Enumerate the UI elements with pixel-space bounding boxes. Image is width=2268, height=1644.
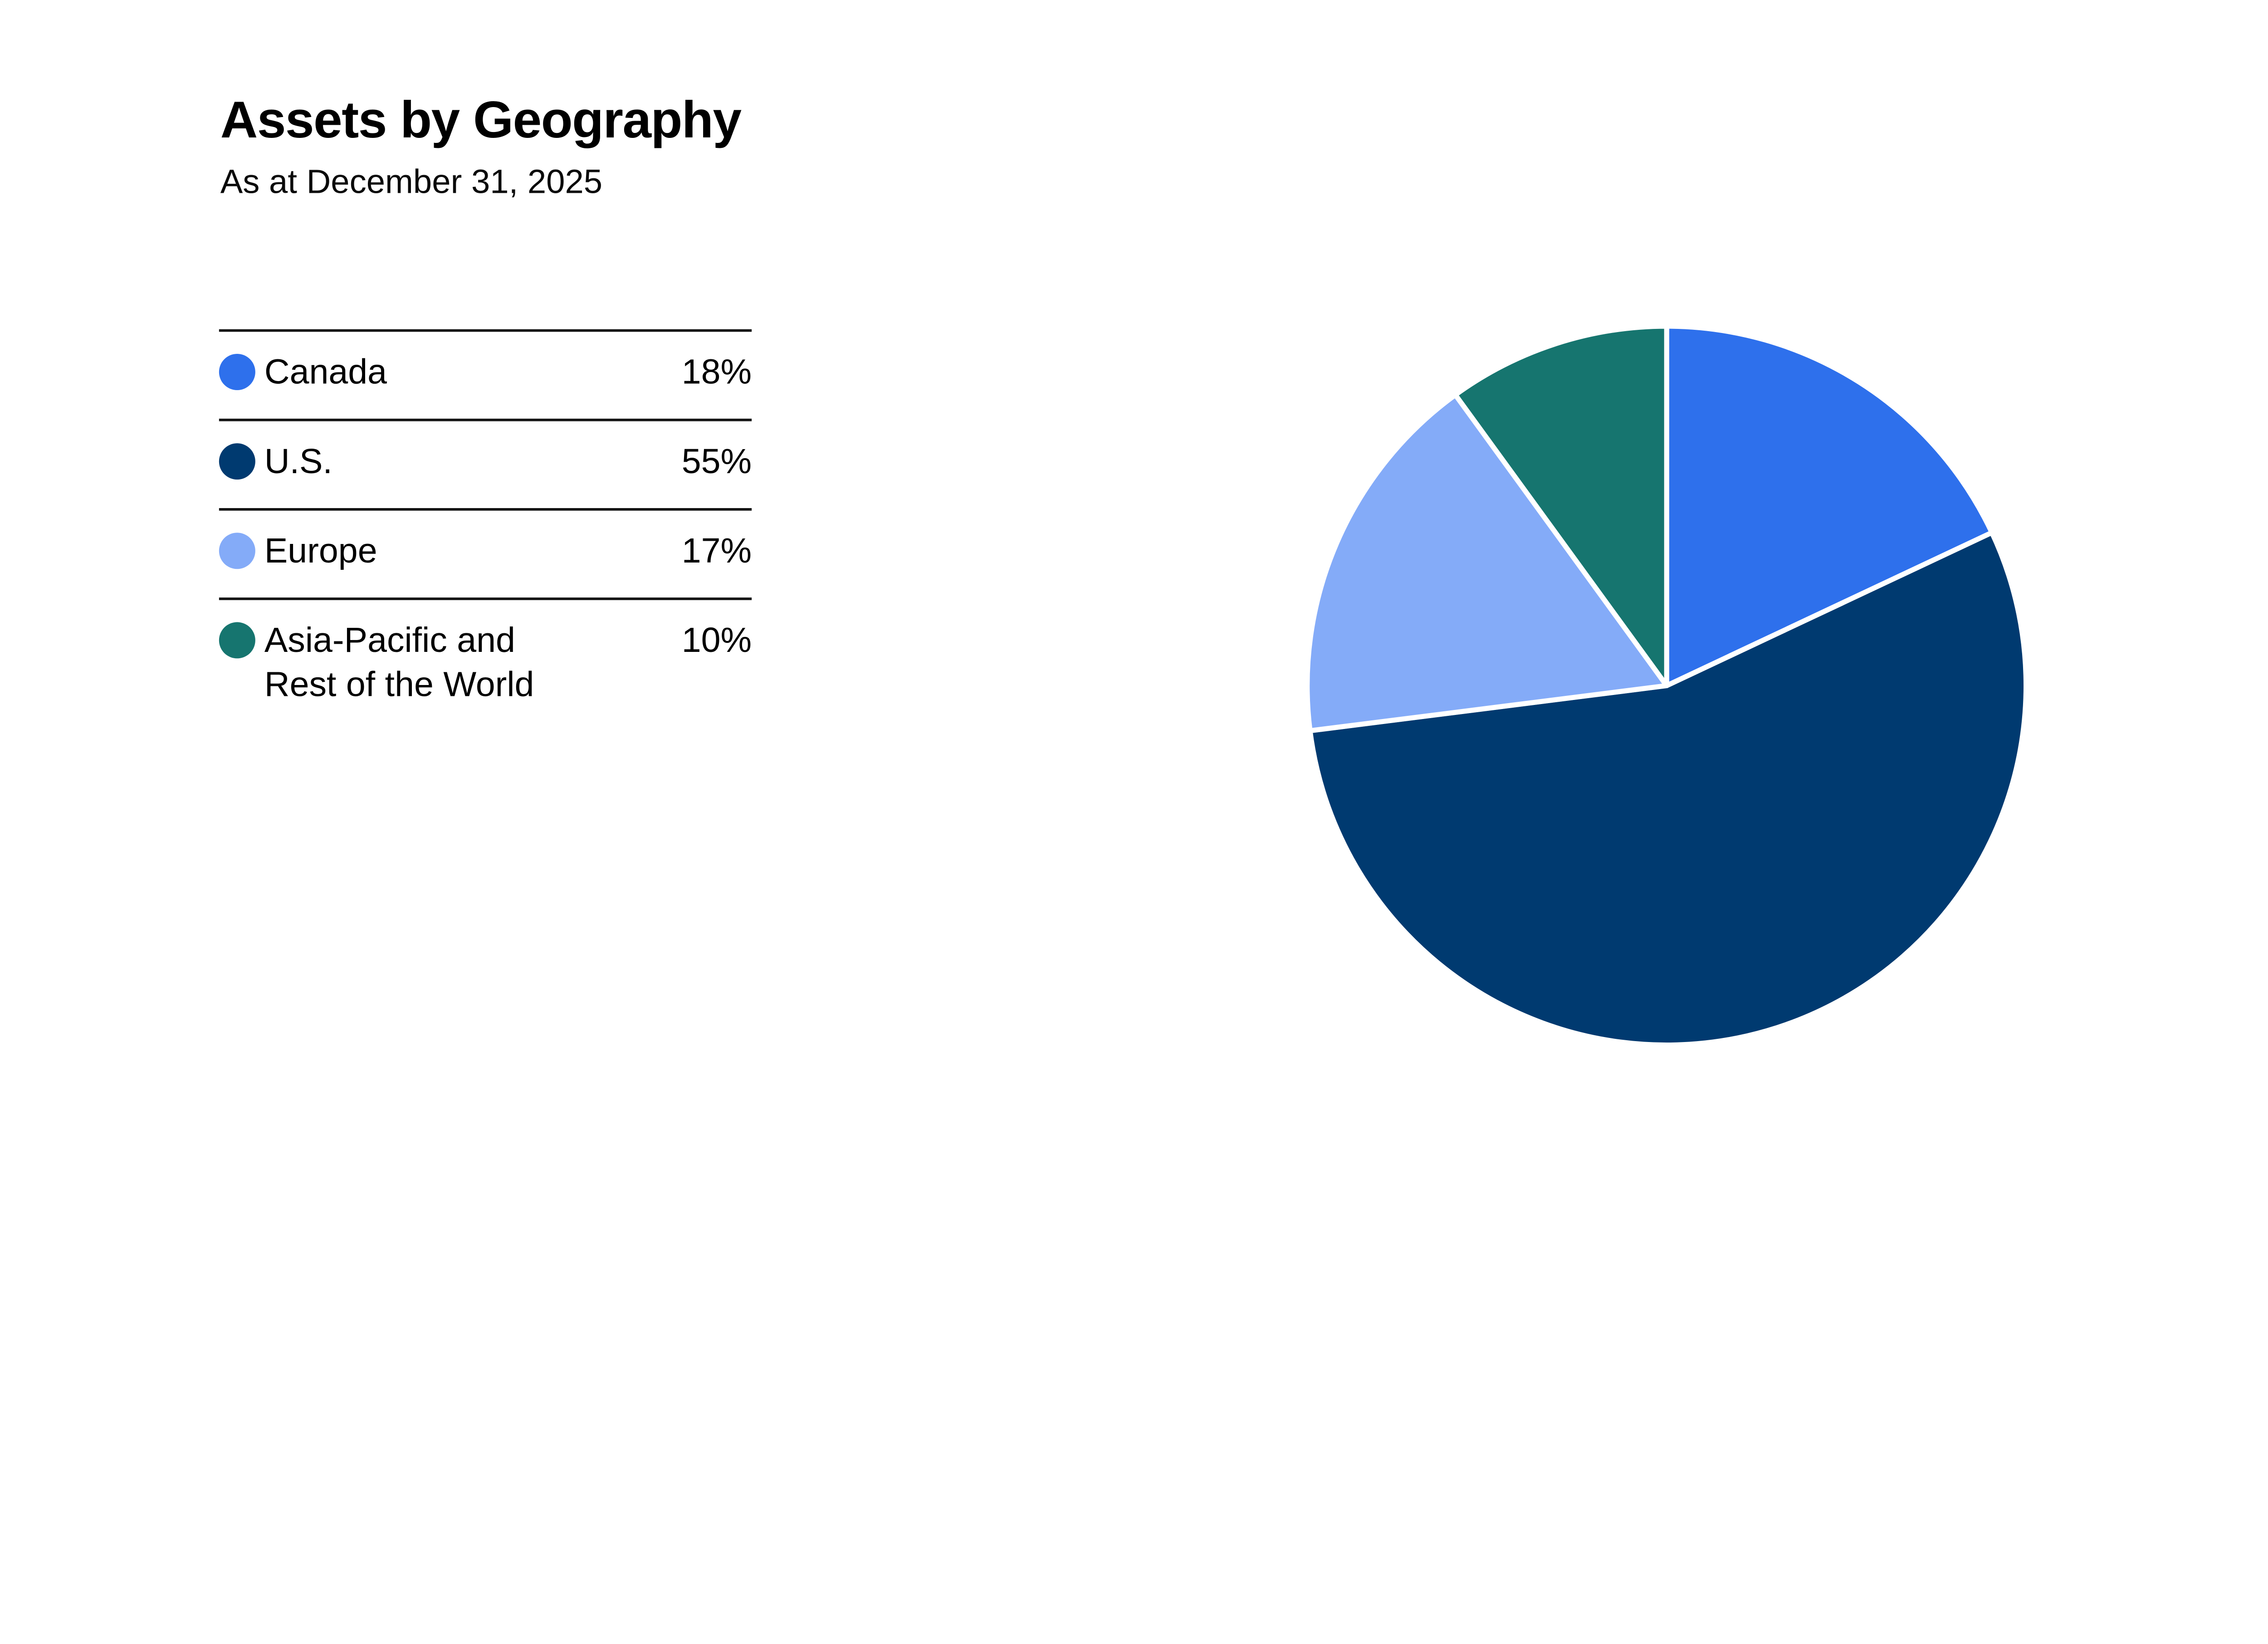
legend-row-canada: Canada 18% [219, 329, 752, 419]
canada-swatch-icon [219, 354, 255, 390]
legend-row-europe: Europe 17% [219, 508, 752, 597]
asia-pacific-swatch-icon [219, 622, 255, 659]
legend-label: Asia-Pacific and Rest of the World [264, 621, 534, 704]
legend-value: 18% [681, 352, 752, 391]
legend-value: 55% [681, 442, 752, 481]
chart-header: Assets by Geography As at December 31, 2… [220, 91, 742, 202]
pie-slice-canada [1664, 323, 1994, 688]
pie-slice-asia-pacific-and-rest-of-the-world [1452, 323, 1669, 688]
europe-swatch-icon [219, 533, 255, 569]
legend-value: 17% [681, 531, 752, 571]
legend-label: U.S. [264, 442, 332, 481]
us-swatch-icon [219, 443, 255, 480]
assets-by-geography-figure: Assets by Geography As at December 31, 2… [219, 91, 2035, 1054]
pie-slice-u-s- [1307, 530, 2029, 1048]
pie-chart-container [1299, 318, 2035, 1054]
pie-chart [1305, 323, 2029, 1048]
legend-label: Europe [264, 531, 377, 571]
legend-row-us: U.S. 55% [219, 418, 752, 508]
legend-row-asia-pacific: Asia-Pacific and Rest of the World 10% [219, 597, 752, 731]
pie-slice-europe [1305, 392, 1669, 734]
legend: Canada 18% U.S. 55% Europe 17% Asia-Paci… [219, 329, 752, 731]
chart-subtitle: As at December 31, 2025 [220, 162, 603, 201]
legend-value: 10% [681, 621, 752, 660]
legend-label: Canada [264, 352, 387, 391]
chart-title: Assets by Geography [220, 92, 742, 149]
